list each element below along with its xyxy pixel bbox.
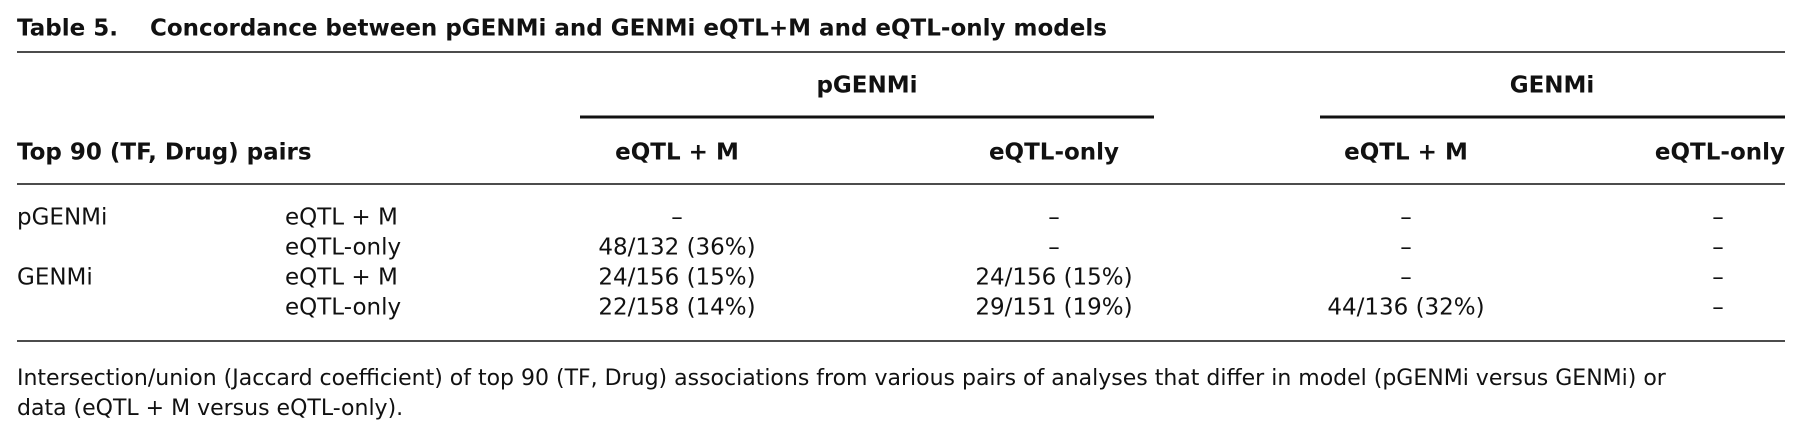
cell: – xyxy=(1048,235,1060,261)
cell: 22/158 (14%) xyxy=(598,295,755,321)
row-model: eQTL + M xyxy=(285,205,398,231)
column-header: eQTL + M xyxy=(615,140,739,166)
cell: 24/156 (15%) xyxy=(598,265,755,291)
cell: 48/132 (36%) xyxy=(598,235,755,261)
footnote: Intersection/union (Jaccard coefficient)… xyxy=(17,366,1667,391)
cell: – xyxy=(1712,265,1724,291)
column-header: eQTL-only xyxy=(989,140,1119,166)
cell: – xyxy=(671,205,683,231)
cell: – xyxy=(1712,205,1724,231)
cell: 24/156 (15%) xyxy=(975,265,1132,291)
cell: – xyxy=(1712,295,1724,321)
row-model: eQTL-only xyxy=(285,295,401,321)
table-caption: Concordance between pGENMi and GENMi eQT… xyxy=(150,16,1107,42)
cell: – xyxy=(1400,265,1412,291)
row-model: eQTL-only xyxy=(285,235,401,261)
footnote: data (eQTL + M versus eQTL-only). xyxy=(17,396,403,421)
row-model: eQTL + M xyxy=(285,265,398,291)
row-header: Top 90 (TF, Drug) pairs xyxy=(17,140,312,166)
column-header: eQTL + M xyxy=(1344,140,1468,166)
cell: – xyxy=(1048,205,1060,231)
column-group: pGENMi xyxy=(816,73,917,99)
column-header: eQTL-only xyxy=(1655,140,1785,166)
cell: – xyxy=(1400,205,1412,231)
column-group: GENMi xyxy=(1510,73,1595,99)
cell: – xyxy=(1712,235,1724,261)
cell: 44/136 (32%) xyxy=(1327,295,1484,321)
table-label: Table 5. xyxy=(17,16,118,42)
row-group: GENMi xyxy=(17,265,93,291)
cell: – xyxy=(1400,235,1412,261)
cell: 29/151 (19%) xyxy=(975,295,1132,321)
row-group: pGENMi xyxy=(17,205,107,231)
